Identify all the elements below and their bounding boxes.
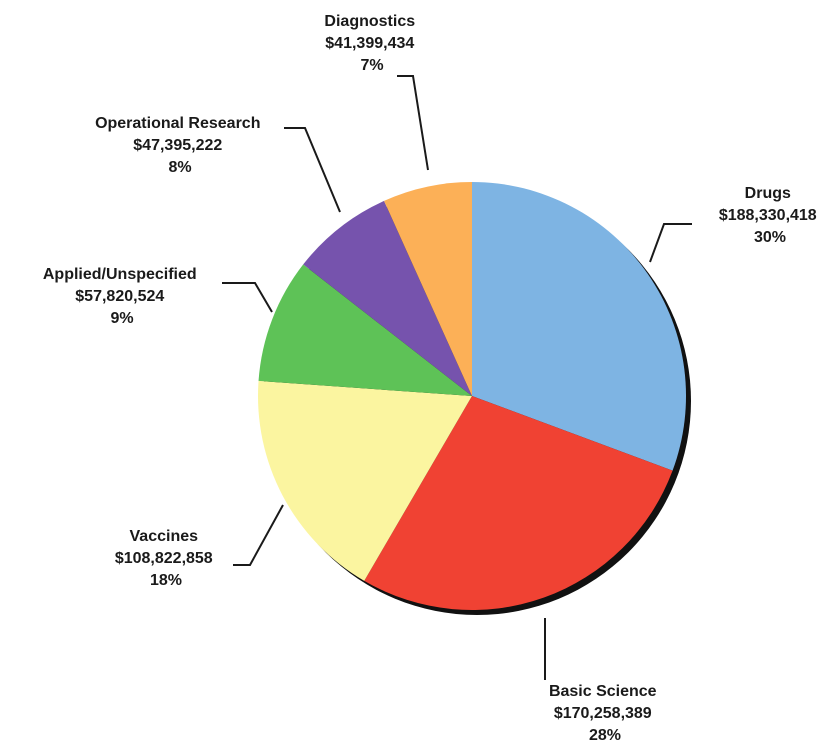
pie-slice-applied-unspecified (258, 264, 472, 396)
pie-slice-diagnostics (384, 182, 472, 396)
pie-slice-operational-research (303, 200, 472, 396)
slice-label-diagnostics: Diagnostics $41,399,434 7% (324, 13, 419, 74)
slice-label-drugs: Drugs $188,330,418 30% (719, 185, 821, 246)
slice-name-operational-research: Operational Research (95, 115, 260, 132)
slice-amount-vaccines: $108,822,858 (115, 550, 213, 567)
leader-line-applied-unspecified (222, 282, 273, 313)
leader-line-drugs (649, 223, 692, 263)
slice-name-drugs: Drugs (745, 185, 791, 202)
slice-amount-operational-research: $47,395,222 (133, 137, 222, 154)
pie-slice-drugs (472, 182, 687, 471)
slice-label-basic-science: Basic Science $170,258,389 28% (549, 683, 661, 744)
slice-amount-applied-unspecified: $57,820,524 (75, 288, 164, 305)
slice-amount-basic-science: $170,258,389 (554, 705, 652, 722)
slice-percent-basic-science: 28% (589, 727, 621, 744)
slice-label-applied-unspecified: Applied/Unspecified $57,820,524 9% (43, 266, 201, 327)
slice-label-vaccines: Vaccines $108,822,858 18% (115, 528, 217, 589)
slice-name-diagnostics: Diagnostics (324, 13, 415, 30)
pie-slice-basic-science (364, 396, 673, 610)
slice-amount-diagnostics: $41,399,434 (325, 35, 414, 52)
slice-amount-drugs: $188,330,418 (719, 207, 817, 224)
slice-percent-drugs: 30% (754, 229, 786, 246)
slice-percent-diagnostics: 7% (360, 57, 383, 74)
pie-slice-vaccines (257, 380, 472, 581)
slice-percent-applied-unspecified: 9% (110, 310, 133, 327)
leader-line-operational-research (284, 127, 341, 213)
slice-percent-operational-research: 8% (168, 159, 191, 176)
slice-name-vaccines: Vaccines (130, 528, 199, 545)
slice-label-operational-research: Operational Research $47,395,222 8% (95, 115, 265, 176)
slice-percent-vaccines: 18% (150, 572, 182, 589)
leader-line-vaccines (233, 504, 284, 566)
slice-name-applied-unspecified: Applied/Unspecified (43, 266, 197, 283)
slice-name-basic-science: Basic Science (549, 683, 657, 700)
leader-line-diagnostics (397, 75, 429, 171)
